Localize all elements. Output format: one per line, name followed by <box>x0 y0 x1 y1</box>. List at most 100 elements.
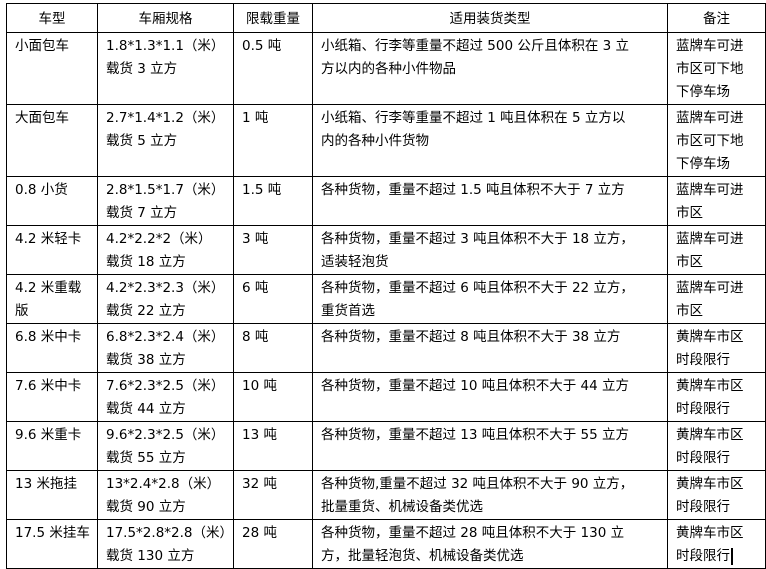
cell-note: 蓝牌车可进 市区 <box>667 225 766 275</box>
cell-spec: 13*2.4*2.8（米） 载货 90 立方 <box>97 470 234 520</box>
cell-line: 重货首选 <box>321 303 375 319</box>
cell-note: 黄牌车市区 时段限行 <box>667 470 766 520</box>
table-row: 小面包车 1.8*1.3*1.1（米） 载货 3 立方 0.5 吨 小纸箱、行李等重量不… <box>6 32 766 105</box>
cell-cargo: 各种货物，重量不超过 3 吨且体积不大于 18 立方， 适装轻泡货 <box>312 225 668 275</box>
cell-line: 8 吨 <box>242 329 269 345</box>
header-cell: 车型 <box>6 3 98 33</box>
cell-line: 蓝牌车可进 <box>676 231 744 247</box>
cell-line: 6 吨 <box>242 280 269 296</box>
cell-cargo: 各种货物，重量不超过 8 吨且体积不大于 38 立方 <box>312 323 668 373</box>
cell-note: 蓝牌车可进 市区 <box>667 274 766 324</box>
cell-line: 黄牌车市区 <box>676 427 744 443</box>
cell-note: 黄牌车市区 时段限行 <box>667 372 766 422</box>
header-cell: 备注 <box>667 3 766 33</box>
header-cell: 适用装货类型 <box>312 3 668 33</box>
cell-line: 载货 130 立方 <box>106 548 195 564</box>
cell-note: 黄牌车市区 时段限行 <box>667 421 766 471</box>
cell-line: 时段限行 <box>676 545 765 568</box>
cell-line: 载货 55 立方 <box>106 450 186 466</box>
cell-spec: 2.8*1.5*1.7（米） 载货 7 立方 <box>97 176 234 226</box>
header-cell: 限载重量 <box>233 3 313 33</box>
cell-line: 13 米拖挂 <box>15 476 77 492</box>
cell-line: 4.2*2.2*2（米） <box>106 231 212 247</box>
cell-load: 1 吨 <box>233 104 313 177</box>
cell-line: 方，批量轻泡货、机械设备类优选 <box>321 548 524 564</box>
table-row: 13 米拖挂 13*2.4*2.8（米） 载货 90 立方 32 吨 各种货物,重量不超… <box>6 470 766 520</box>
cell-cargo: 各种货物，重量不超过 13 吨且体积不大于 55 立方 <box>312 421 668 471</box>
cell-type: 13 米拖挂 <box>6 470 98 520</box>
cell-cargo: 小纸箱、行李等重量不超过 1 吨且体积在 5 立方以 内的各种小件货物 <box>312 104 668 177</box>
cell-cargo: 各种货物，重量不超过 1.5 吨且体积不大于 7 立方 <box>312 176 668 226</box>
cell-line: 蓝牌车可进 <box>676 110 744 126</box>
cell-line: 4.2 米重载 <box>15 280 82 296</box>
cell-line: 9.6 米重卡 <box>15 427 82 443</box>
cell-type: 0.8 小货 <box>6 176 98 226</box>
cell-line: 各种货物,重量不超过 32 吨且体积不大于 90 立方， <box>321 476 634 492</box>
cell-line: 市区 <box>676 303 703 319</box>
cell-line: 大面包车 <box>15 110 69 126</box>
cell-line: 方以内的各种小件物品 <box>321 61 456 77</box>
vehicle-spec-table: 车型 车厢规格 限载重量 适用装货类型 备注 小面包车 1.8*1.3*1.1（米… <box>6 3 766 569</box>
cell-line: 时段限行 <box>676 352 730 368</box>
cell-load: 28 吨 <box>233 519 313 569</box>
cell-type: 4.2 米重载版 <box>6 274 98 324</box>
header-cell: 车厢规格 <box>97 3 234 33</box>
text-cursor <box>731 547 733 565</box>
cell-line: 7.6*2.3*2.5（米） <box>106 378 225 394</box>
table-row: 17.5 米挂车 17.5*2.8*2.8（米） 载货 130 立方 28 吨 各种货物… <box>6 519 766 569</box>
cell-spec: 6.8*2.3*2.4（米） 载货 38 立方 <box>97 323 234 373</box>
cell-type: 17.5 米挂车 <box>6 519 98 569</box>
cell-spec: 17.5*2.8*2.8（米） 载货 130 立方 <box>97 519 234 569</box>
cell-spec: 4.2*2.2*2（米） 载货 18 立方 <box>97 225 234 275</box>
cell-line: 市区 <box>676 254 703 270</box>
cell-line: 下停车场 <box>676 84 730 100</box>
cell-cargo: 各种货物,重量不超过 32 吨且体积不大于 90 立方， 批量重货、机械设备类优选 <box>312 470 668 520</box>
cell-type: 9.6 米重卡 <box>6 421 98 471</box>
cell-line: 载货 90 立方 <box>106 499 186 515</box>
cell-line: 时段限行 <box>676 499 730 515</box>
cell-load: 3 吨 <box>233 225 313 275</box>
cell-line: 32 吨 <box>242 476 277 492</box>
cell-load: 13 吨 <box>233 421 313 471</box>
cell-line: 时段限行 <box>676 401 730 417</box>
cell-line: 4.2*2.3*2.3（米） <box>106 280 225 296</box>
cell-cargo: 各种货物，重量不超过 28 吨且体积不大于 130 立方，批量轻泡货、机械设备类… <box>312 519 668 569</box>
cell-line: 4.2 米轻卡 <box>15 231 82 247</box>
cell-type: 7.6 米中卡 <box>6 372 98 422</box>
cell-line: 6.8 米中卡 <box>15 329 82 345</box>
cell-load: 0.5 吨 <box>233 32 313 105</box>
cell-type: 大面包车 <box>6 104 98 177</box>
cell-cargo: 各种货物，重量不超过 10 吨且体积不大于 44 立方 <box>312 372 668 422</box>
cell-line: 下停车场 <box>676 156 730 172</box>
cell-spec: 2.7*1.4*1.2（米） 载货 5 立方 <box>97 104 234 177</box>
cell-line: 各种货物，重量不超过 3 吨且体积不大于 18 立方， <box>321 231 634 247</box>
cell-line: 载货 3 立方 <box>106 61 178 77</box>
table-row: 9.6 米重卡 9.6*2.3*2.5（米） 载货 55 立方 13 吨 各种货物，重量… <box>6 421 766 471</box>
cell-line: 载货 5 立方 <box>106 133 178 149</box>
cell-line: 7.6 米中卡 <box>15 378 82 394</box>
cell-load: 32 吨 <box>233 470 313 520</box>
cell-line: 10 吨 <box>242 378 277 394</box>
table-row: 0.8 小货 2.8*1.5*1.7（米） 载货 7 立方 1.5 吨 各种货物，重量不… <box>6 176 766 226</box>
cell-spec: 9.6*2.3*2.5（米） 载货 55 立方 <box>97 421 234 471</box>
cell-line: 版 <box>15 303 29 319</box>
cell-line: 市区可下地 <box>676 133 744 149</box>
cell-line: 市区可下地 <box>676 61 744 77</box>
cell-line: 载货 44 立方 <box>106 401 186 417</box>
cell-line: 2.7*1.4*1.2（米） <box>106 110 225 126</box>
cell-load: 1.5 吨 <box>233 176 313 226</box>
cell-line: 黄牌车市区 <box>676 525 744 541</box>
cell-line: 载货 7 立方 <box>106 205 178 221</box>
cell-line: 黄牌车市区 <box>676 329 744 345</box>
table-row: 大面包车 2.7*1.4*1.2（米） 载货 5 立方 1 吨 小纸箱、行李等重量不超过… <box>6 104 766 177</box>
cell-line: 蓝牌车可进 <box>676 38 744 54</box>
cell-spec: 1.8*1.3*1.1（米） 载货 3 立方 <box>97 32 234 105</box>
cell-line: 1 吨 <box>242 110 269 126</box>
cell-line: 9.6*2.3*2.5（米） <box>106 427 225 443</box>
cell-spec: 4.2*2.3*2.3（米） 载货 22 立方 <box>97 274 234 324</box>
cell-line: 小纸箱、行李等重量不超过 500 公斤且体积在 3 立 <box>321 38 630 54</box>
cell-line: 批量重货、机械设备类优选 <box>321 499 483 515</box>
cell-line: 蓝牌车可进 <box>676 280 744 296</box>
cell-load: 10 吨 <box>233 372 313 422</box>
cell-line: 1.8*1.3*1.1（米） <box>106 38 225 54</box>
